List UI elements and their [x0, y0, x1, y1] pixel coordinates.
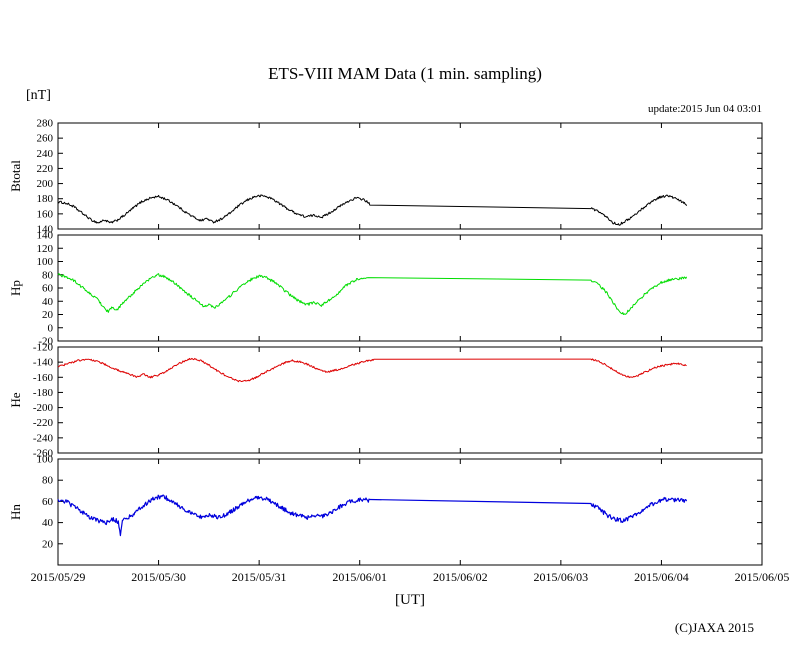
y-tick-label: -220 [33, 417, 54, 429]
y-tick-label: 0 [48, 322, 54, 334]
y-tick-label: 60 [42, 496, 54, 508]
y-tick-label: 100 [37, 256, 54, 268]
series-Hn [57, 494, 688, 537]
x-tick-label: 2015/05/31 [232, 570, 287, 584]
y-tick-label: 280 [37, 118, 54, 130]
panel-box [57, 458, 763, 566]
x-tick-label: 2015/06/04 [634, 570, 689, 584]
x-tick-label: 2015/06/02 [433, 570, 488, 584]
y-tick-label: 140 [37, 230, 54, 242]
panel-box [57, 234, 763, 342]
y-tick-label: 200 [37, 178, 54, 190]
series-Btotal [57, 194, 688, 226]
y-tick-label: 140 [37, 224, 54, 236]
chart-title: ETS-VIII MAM Data (1 min. sampling) [268, 64, 542, 83]
x-tick-label: 2015/06/01 [332, 570, 387, 584]
y-tick-label: 80 [42, 269, 54, 281]
y-tick-label: 100 [37, 454, 54, 466]
y-tick-label: 60 [42, 283, 54, 295]
y-tick-label: 220 [37, 163, 54, 175]
panel-label: He [8, 392, 23, 407]
panel-box [57, 122, 763, 230]
panel-box [57, 346, 763, 454]
panel-label: Btotal [8, 160, 23, 192]
series-He [58, 357, 687, 383]
y-tick-label: -260 [33, 448, 54, 460]
y-tick-label: 80 [42, 475, 54, 487]
y-tick-label: -240 [33, 432, 54, 444]
y-unit-label: [nT] [26, 88, 51, 103]
y-tick-label: 40 [42, 296, 54, 308]
y-tick-label: 240 [37, 148, 54, 160]
copyright: (C)JAXA 2015 [674, 620, 754, 635]
y-tick-label: -140 [33, 357, 54, 369]
y-tick-label: -120 [33, 342, 54, 354]
y-tick-label: -20 [38, 336, 53, 348]
y-tick-label: 20 [42, 309, 54, 321]
x-axis-label: [UT] [395, 592, 425, 608]
y-tick-label: -180 [33, 387, 54, 399]
x-tick-label: 2015/06/05 [735, 570, 790, 584]
y-tick-label: 260 [37, 133, 54, 145]
y-tick-label: 180 [37, 193, 54, 205]
y-tick-label: 160 [37, 208, 54, 220]
update-timestamp: update:2015 Jun 04 03:01 [648, 103, 762, 115]
y-tick-label: 20 [42, 538, 54, 550]
x-tick-label: 2015/05/29 [31, 570, 86, 584]
y-tick-label: -160 [33, 372, 54, 384]
x-tick-label: 2015/06/03 [534, 570, 589, 584]
y-tick-label: 120 [37, 243, 54, 255]
series-Hp [57, 273, 688, 315]
y-tick-label: -200 [33, 402, 54, 414]
y-tick-label: 40 [42, 517, 54, 529]
panel-label: Hn [8, 504, 23, 520]
panel-label: Hp [8, 280, 23, 296]
x-tick-label: 2015/05/30 [131, 570, 186, 584]
